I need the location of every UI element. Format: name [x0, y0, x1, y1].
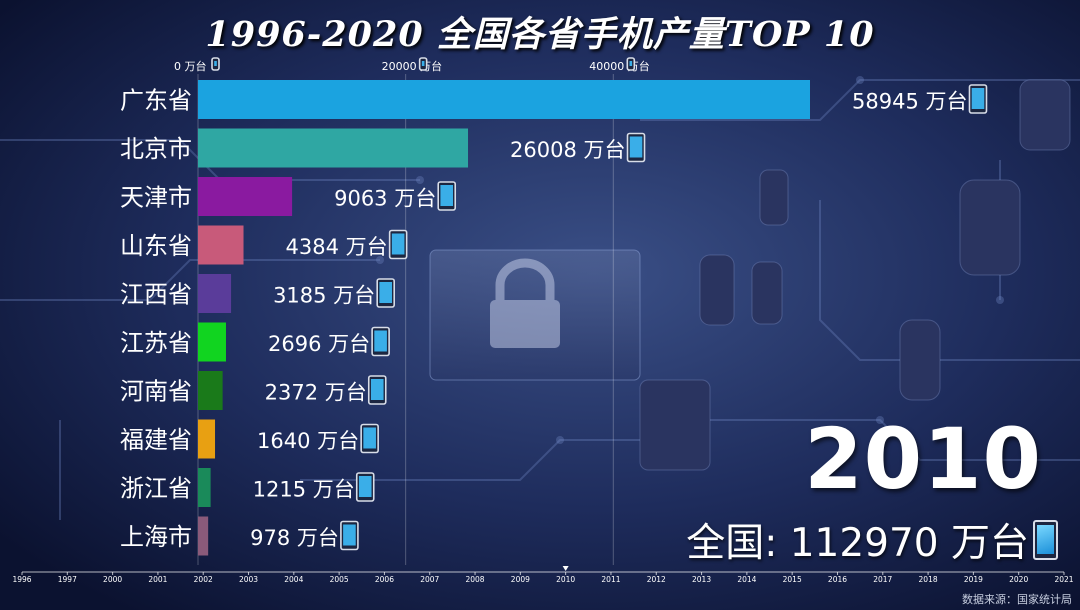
category-label: 北京市 [120, 135, 192, 163]
timeline-year-label: 2003 [239, 575, 258, 584]
bar [198, 177, 293, 216]
value-label: 1215 万台 [253, 478, 355, 502]
value-label: 3185 万台 [273, 284, 375, 308]
bar [198, 80, 810, 119]
x-tick-label: 20000 万台 [382, 59, 443, 73]
bar [198, 419, 216, 459]
value-label: 978 万台 [250, 526, 339, 550]
timeline-year-label: 2007 [420, 575, 439, 584]
category-label: 广东省 [120, 87, 192, 115]
value-label: 26008 万台 [510, 138, 625, 162]
bar [198, 371, 223, 410]
value-label: 2696 万台 [268, 332, 370, 356]
timeline-year-label: 2014 [737, 575, 756, 584]
timeline-year-label: 2021 [1054, 575, 1073, 584]
timeline-year-label: 2016 [828, 575, 847, 584]
timeline-year-label: 2002 [194, 575, 213, 584]
chart-title: 1996-2020 全国各省手机产量TOP 10 [205, 14, 875, 55]
mobile-phone-icon [1033, 520, 1058, 560]
bar [198, 274, 232, 313]
value-phone-icon-screen [343, 524, 356, 546]
timeline-year-label: 2000 [103, 575, 122, 584]
timeline-year-label: 1996 [12, 575, 31, 584]
value-phone-icon-screen [363, 427, 376, 449]
timeline-year-label: 2005 [330, 575, 349, 584]
current-year-label: 2010 [804, 410, 1042, 508]
x-tick-phone-icon-screen [421, 61, 425, 66]
category-label: 福建省 [120, 426, 192, 454]
value-phone-icon-screen [629, 136, 643, 158]
value-phone-icon-screen [358, 476, 372, 497]
category-label: 山东省 [120, 232, 192, 260]
timeline-year-label: 2004 [284, 575, 303, 584]
timeline-year-label: 2013 [692, 575, 711, 584]
bar [198, 322, 226, 362]
timeline-current-marker [562, 566, 569, 571]
value-phone-icon-screen [971, 88, 985, 109]
timeline-year-label: 2015 [783, 575, 802, 584]
value-label: 9063 万台 [334, 187, 436, 211]
timeline-year-label: 2017 [873, 575, 892, 584]
category-label: 江苏省 [120, 329, 192, 357]
x-tick-phone-icon-screen [214, 61, 217, 66]
category-label: 天津市 [120, 184, 192, 212]
value-phone-icon-screen [440, 185, 454, 206]
x-tick-phone-icon-screen [629, 61, 633, 66]
national-total-text: 全国: 112970 万台 [686, 521, 1029, 566]
x-tick-label: 40000 万台 [589, 59, 650, 73]
bar [198, 225, 244, 265]
timeline-year-label: 2012 [647, 575, 666, 584]
national-total-label: 全国: 112970 万台 [686, 512, 1058, 568]
value-label: 2372 万台 [265, 381, 367, 405]
bar [198, 516, 209, 556]
value-phone-icon-screen [370, 379, 384, 400]
timeline-year-label: 2018 [919, 575, 938, 584]
value-label: 4384 万台 [286, 235, 388, 259]
category-label: 上海市 [120, 523, 192, 551]
timeline-year-label: 2008 [465, 575, 484, 584]
timeline-year-label: 2006 [375, 575, 394, 584]
timeline-year-label: 2009 [511, 575, 530, 584]
category-label: 河南省 [120, 378, 192, 406]
timeline-year-label: 2019 [964, 575, 983, 584]
timeline-year-label: 2010 [556, 575, 575, 584]
value-label: 1640 万台 [257, 429, 359, 453]
bar [198, 128, 469, 168]
timeline-year-label: 1997 [58, 575, 77, 584]
data-source-label: 数据来源：国家统计局 [962, 593, 1072, 606]
timeline-year-label: 2020 [1009, 575, 1028, 584]
category-label: 江西省 [120, 281, 192, 309]
category-label: 浙江省 [120, 475, 192, 503]
value-phone-icon-screen [374, 330, 387, 352]
value-label: 58945 万台 [852, 90, 967, 114]
bar [198, 468, 211, 507]
value-phone-icon-screen [391, 233, 405, 255]
x-tick-label: 0 万台 [174, 59, 207, 73]
value-phone-icon-screen [379, 282, 392, 303]
timeline-year-label: 2011 [601, 575, 620, 584]
timeline-year-label: 2001 [148, 575, 167, 584]
